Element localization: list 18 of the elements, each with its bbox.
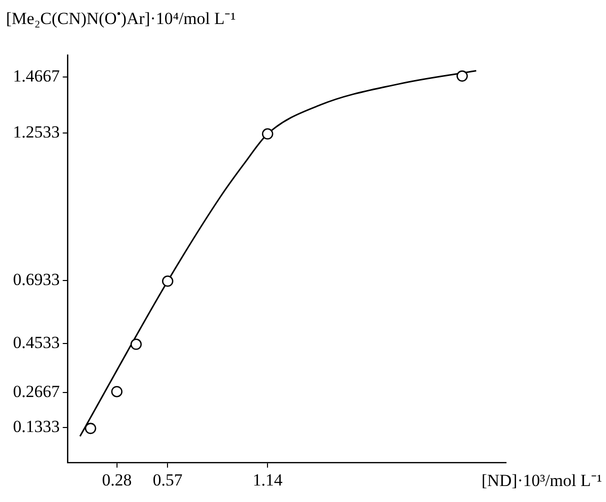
x-axis-title: [ND]·10³/mol L⁻¹ [481,470,602,491]
point [262,128,274,140]
y-tick-label: 0.6933 [13,270,60,289]
x-tick-label: 0.57 [152,470,184,490]
point [84,422,96,434]
y-tick-label: 0.4533 [13,332,60,352]
y-axis-title: [Me₂C(CN)N(O$^{•}$)Ar]·10⁴/mol L⁻¹ [6,6,236,29]
point [130,338,142,350]
point [162,276,174,287]
line-series [79,70,477,438]
x-tick-label: 1.14 [252,470,283,490]
y-tick-label: 0.2667 [13,382,60,401]
point [456,70,468,82]
y-tick-label: 1.4667 [13,66,60,86]
x-tick-label: 0.28 [102,470,132,490]
point [111,386,122,398]
y-tick-label: 1.2533 [13,122,60,142]
y-tick-label: 0.1333 [13,417,60,436]
